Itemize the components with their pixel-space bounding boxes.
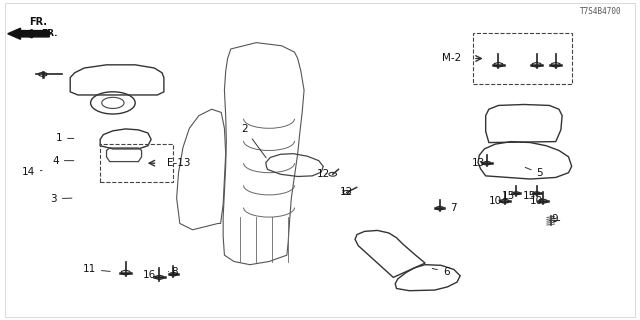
FancyArrow shape [8, 28, 49, 39]
Text: FR.: FR. [41, 29, 58, 38]
Text: 4: 4 [52, 156, 74, 166]
Text: 3: 3 [51, 194, 72, 204]
Text: 10: 10 [490, 196, 502, 206]
Text: 2: 2 [241, 124, 266, 158]
Text: 15: 15 [523, 190, 536, 201]
Text: T7S4B4700: T7S4B4700 [580, 7, 621, 16]
Text: 6: 6 [432, 267, 449, 277]
Text: 16: 16 [143, 270, 159, 280]
Text: 1: 1 [56, 133, 74, 143]
Text: 13: 13 [472, 157, 484, 168]
Text: 5: 5 [525, 167, 543, 178]
Text: E-13: E-13 [167, 158, 191, 168]
Text: FR.: FR. [29, 17, 47, 27]
Text: 7: 7 [443, 203, 457, 213]
Text: M-2: M-2 [442, 53, 461, 63]
Text: 12: 12 [340, 187, 353, 197]
Bar [473, 33, 572, 84]
Bar [100, 144, 173, 182]
Text: 15: 15 [501, 190, 515, 201]
Text: 8: 8 [168, 267, 178, 277]
Text: 12: 12 [317, 169, 330, 179]
Text: 10: 10 [530, 196, 543, 206]
Text: 11: 11 [83, 264, 110, 275]
Text: 9: 9 [551, 214, 558, 224]
Text: 14: 14 [22, 167, 42, 177]
